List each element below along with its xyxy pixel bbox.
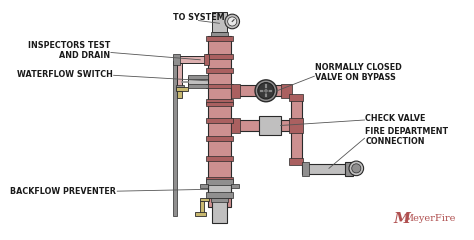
Bar (206, 36, 233, 41)
Bar (201, 184, 208, 187)
Text: M: M (394, 211, 410, 226)
Bar (291, 96, 301, 160)
Circle shape (264, 89, 268, 93)
Bar (259, 116, 281, 135)
Bar (188, 77, 208, 86)
Bar (176, 87, 189, 91)
Bar (227, 24, 232, 27)
Bar (206, 68, 233, 72)
Bar (188, 75, 208, 79)
Bar (211, 31, 228, 36)
Bar (289, 158, 303, 165)
Bar (208, 102, 231, 207)
Bar (208, 179, 231, 198)
Circle shape (352, 164, 361, 173)
Bar (206, 54, 233, 59)
Circle shape (228, 17, 237, 26)
Bar (289, 118, 303, 133)
Text: INSPECTORS TEST
AND DRAIN: INSPECTORS TEST AND DRAIN (27, 41, 110, 60)
Bar (201, 201, 204, 214)
Circle shape (255, 80, 277, 102)
Bar (212, 12, 227, 32)
Text: BACKFLOW PREVENTER: BACKFLOW PREVENTER (10, 187, 116, 196)
Bar (173, 61, 177, 216)
Bar (212, 198, 227, 223)
Bar (206, 84, 233, 88)
Bar (301, 164, 352, 174)
Circle shape (258, 83, 274, 99)
Text: TO SYSTEM: TO SYSTEM (173, 13, 224, 22)
Bar (231, 85, 291, 96)
Bar (282, 84, 292, 98)
Bar (195, 212, 206, 216)
Bar (208, 36, 231, 102)
Text: NORMALLY CLOSED
VALVE ON BYPASS: NORMALLY CLOSED VALVE ON BYPASS (315, 63, 402, 82)
Bar (176, 85, 184, 90)
Bar (301, 162, 309, 176)
Bar (204, 54, 210, 65)
Bar (201, 198, 210, 201)
Bar (206, 192, 233, 198)
Text: MeyerFire: MeyerFire (404, 214, 456, 223)
Bar (177, 63, 182, 89)
Bar (231, 84, 240, 98)
Bar (173, 54, 180, 65)
Bar (206, 136, 233, 141)
Bar (206, 179, 233, 185)
Bar (206, 102, 233, 106)
Circle shape (349, 161, 364, 176)
Bar (231, 118, 240, 133)
Bar (211, 198, 228, 202)
Circle shape (225, 14, 239, 29)
Bar (206, 118, 233, 123)
Bar (289, 95, 303, 101)
Bar (231, 184, 238, 187)
Text: CHECK VALVE: CHECK VALVE (365, 114, 426, 123)
Bar (188, 84, 208, 88)
Bar (206, 177, 233, 182)
Bar (346, 162, 353, 176)
Bar (206, 156, 233, 161)
Text: FIRE DEPARTMENT
CONNECTION: FIRE DEPARTMENT CONNECTION (365, 127, 448, 146)
Bar (206, 99, 233, 104)
Text: WATERFLOW SWITCH: WATERFLOW SWITCH (17, 70, 113, 79)
Bar (176, 56, 208, 63)
Bar (231, 120, 301, 131)
Bar (177, 91, 182, 98)
